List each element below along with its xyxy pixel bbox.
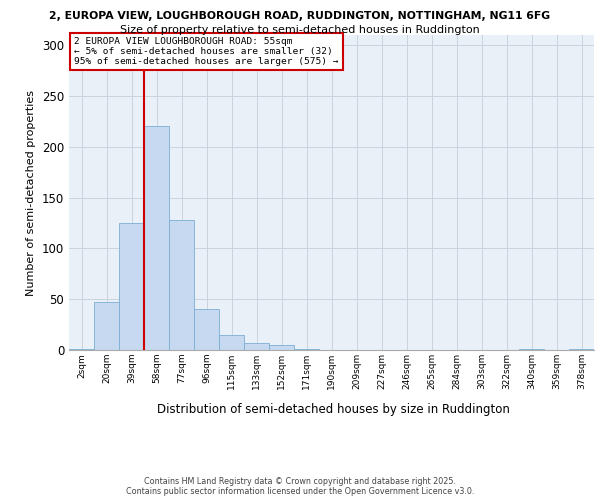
Bar [169, 220, 194, 350]
Text: 2 EUROPA VIEW LOUGHBOROUGH ROAD: 55sqm
← 5% of semi-detached houses are smaller : 2 EUROPA VIEW LOUGHBOROUGH ROAD: 55sqm ←… [74, 36, 339, 66]
Text: Distribution of semi-detached houses by size in Ruddington: Distribution of semi-detached houses by … [157, 402, 509, 415]
Y-axis label: Number of semi-detached properties: Number of semi-detached properties [26, 90, 37, 296]
Bar [219, 335, 244, 350]
Bar [294, 349, 319, 350]
Bar [94, 302, 119, 350]
Text: Size of property relative to semi-detached houses in Ruddington: Size of property relative to semi-detach… [120, 25, 480, 35]
Text: 2, EUROPA VIEW, LOUGHBOROUGH ROAD, RUDDINGTON, NOTTINGHAM, NG11 6FG: 2, EUROPA VIEW, LOUGHBOROUGH ROAD, RUDDI… [49, 11, 551, 21]
Bar [569, 349, 594, 350]
Bar [69, 349, 94, 350]
Bar [144, 126, 169, 350]
Text: Contains HM Land Registry data © Crown copyright and database right 2025.
Contai: Contains HM Land Registry data © Crown c… [126, 476, 474, 496]
Bar [194, 310, 219, 350]
Bar [244, 343, 269, 350]
Bar [519, 349, 544, 350]
Bar [119, 223, 144, 350]
Bar [269, 345, 294, 350]
